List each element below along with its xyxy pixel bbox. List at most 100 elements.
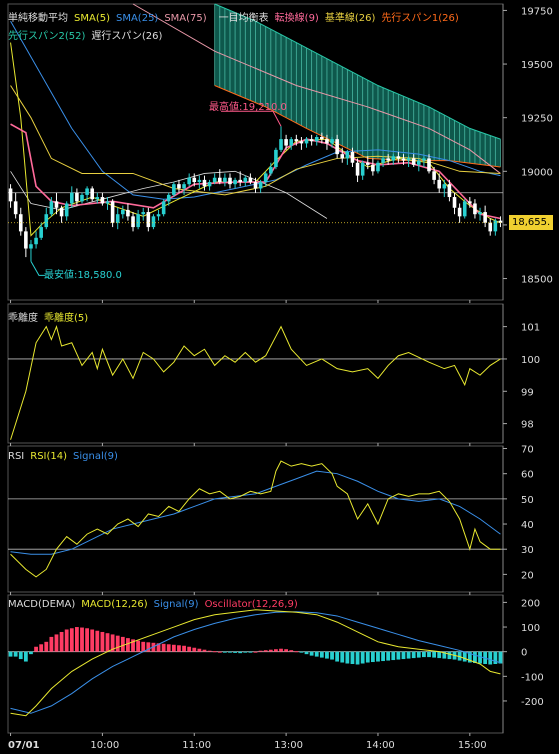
macd-oscillator-bar bbox=[488, 651, 493, 665]
candle-body bbox=[396, 156, 401, 159]
macd-oscillator-bar bbox=[171, 644, 176, 652]
candle-body bbox=[468, 201, 472, 204]
macd-oscillator-bar bbox=[59, 631, 64, 652]
macd-oscillator-bar bbox=[243, 651, 248, 653]
candle-body bbox=[212, 177, 217, 183]
candle-body bbox=[166, 194, 171, 202]
y-tick-label-rsi: 50 bbox=[521, 495, 534, 506]
y-tick-label-rsi: 60 bbox=[521, 470, 534, 481]
macd-oscillator-bar bbox=[401, 651, 406, 660]
y-tick-label-rsi: 70 bbox=[521, 445, 534, 456]
candle-body bbox=[192, 177, 197, 183]
ichimoku-legend-item: 基準線(26) bbox=[324, 13, 376, 24]
macd-oscillator-bar bbox=[166, 644, 171, 652]
candle-body bbox=[381, 158, 385, 163]
candle-body bbox=[49, 201, 54, 215]
candle-body bbox=[330, 139, 334, 144]
macd-oscillator-bar bbox=[187, 646, 192, 652]
macd-oscillator-bar bbox=[447, 651, 452, 660]
macd-oscillator-bar bbox=[294, 651, 299, 653]
macd-oscillator-bar bbox=[467, 651, 472, 663]
macd-oscillator-bar bbox=[396, 651, 401, 660]
macd-oscillator-bar bbox=[376, 651, 380, 662]
high-price-label: 最高値:19,210.0 bbox=[209, 102, 287, 114]
candle-body bbox=[161, 201, 166, 215]
macd-oscillator-bar bbox=[253, 651, 258, 653]
macd-oscillator-bar bbox=[192, 647, 197, 652]
macd-oscillator-bar bbox=[69, 628, 74, 652]
candle-body bbox=[294, 139, 299, 142]
span-legend-item: 遅行スパン(26) bbox=[91, 31, 163, 42]
macd-oscillator-bar bbox=[360, 651, 365, 664]
candle-body bbox=[437, 179, 442, 189]
deviation-title: 乖離度 bbox=[8, 313, 38, 324]
macd-oscillator-bar bbox=[284, 649, 289, 652]
candle-body bbox=[371, 164, 375, 172]
main-legend-row1: 単純移動平均 SMA(5) SMA(25) SMA(75) 一目均衡表 転換線(9) 基準線… bbox=[8, 9, 471, 24]
candle-body bbox=[365, 162, 370, 165]
y-tick-label-deviation: 99 bbox=[521, 387, 534, 398]
rsi-title: RSI bbox=[8, 451, 25, 462]
candle-body bbox=[115, 214, 120, 223]
y-tick-label-main: 19750 bbox=[521, 6, 553, 17]
macd-oscillator-bar bbox=[345, 651, 350, 664]
last-price-badge: 18,655. bbox=[509, 214, 554, 230]
macd-oscillator-bar bbox=[126, 638, 130, 652]
macd-oscillator-bar bbox=[161, 643, 166, 652]
candle-body bbox=[350, 152, 355, 163]
macd-oscillator-bar bbox=[49, 636, 54, 652]
rsi-legend: RSI RSI(14) Signal(9) bbox=[8, 451, 124, 462]
macd-oscillator-bar bbox=[115, 635, 120, 652]
macd-oscillator-bar bbox=[80, 627, 84, 652]
candle-body bbox=[131, 216, 135, 228]
candle-body bbox=[483, 212, 487, 223]
candle-body bbox=[498, 220, 503, 223]
candle-body bbox=[156, 214, 161, 217]
macd-oscillator-bar bbox=[309, 651, 314, 656]
macd-oscillator-bar bbox=[299, 651, 304, 653]
macd-oscillator-bar bbox=[355, 651, 360, 665]
macd-oscillator-bar bbox=[493, 651, 498, 664]
macd-oscillator-bar bbox=[131, 639, 135, 652]
macd-oscillator-bar bbox=[365, 651, 370, 663]
candle-body bbox=[146, 212, 151, 228]
candle-body bbox=[442, 184, 447, 189]
candle-body bbox=[29, 244, 33, 249]
candle-body bbox=[473, 203, 477, 215]
y-tick-label-macd: -200 bbox=[521, 697, 544, 708]
main-legend-row2: 先行スパン2(52) 遅行スパン(26) bbox=[8, 27, 174, 42]
candle-body bbox=[279, 139, 283, 150]
deviation-legend: 乖離度 乖離度(5) bbox=[8, 309, 94, 324]
macd-oscillator-bar bbox=[416, 651, 421, 658]
y-tick-label-main: 19000 bbox=[521, 167, 553, 178]
candle-body bbox=[202, 179, 207, 187]
candle-body bbox=[248, 177, 253, 183]
candle-body bbox=[299, 141, 304, 144]
candle-body bbox=[269, 167, 273, 174]
macd-oscillator-bar bbox=[473, 651, 477, 664]
deviation-series-label: 乖離度(5) bbox=[44, 313, 89, 324]
macd-oscillator-bar bbox=[105, 633, 110, 652]
y-tick-label-macd: 100 bbox=[521, 623, 540, 634]
candle-body bbox=[85, 188, 89, 195]
candle-body bbox=[253, 182, 258, 189]
macd-oscillator-bar bbox=[335, 651, 340, 662]
candle-body bbox=[274, 149, 278, 168]
macd-oscillator-bar bbox=[233, 651, 237, 653]
candle-body bbox=[238, 179, 242, 183]
y-tick-label-main: 19250 bbox=[521, 114, 553, 125]
candle-body bbox=[345, 152, 350, 159]
macd-oscillator-bar bbox=[136, 640, 141, 652]
candle-body bbox=[452, 197, 457, 208]
macd-oscillator-bar bbox=[120, 636, 125, 652]
main-title: 単純移動平均 bbox=[8, 13, 68, 24]
rsi-line bbox=[10, 460, 501, 578]
y-tick-label-deviation: 98 bbox=[521, 420, 534, 431]
y-tick-label-deviation: 101 bbox=[521, 323, 540, 334]
macd-oscillator-bar bbox=[212, 651, 217, 653]
macd-oscillator-bar bbox=[330, 651, 334, 660]
macd-oscillator-bar bbox=[370, 651, 375, 663]
candle-body bbox=[44, 214, 49, 228]
